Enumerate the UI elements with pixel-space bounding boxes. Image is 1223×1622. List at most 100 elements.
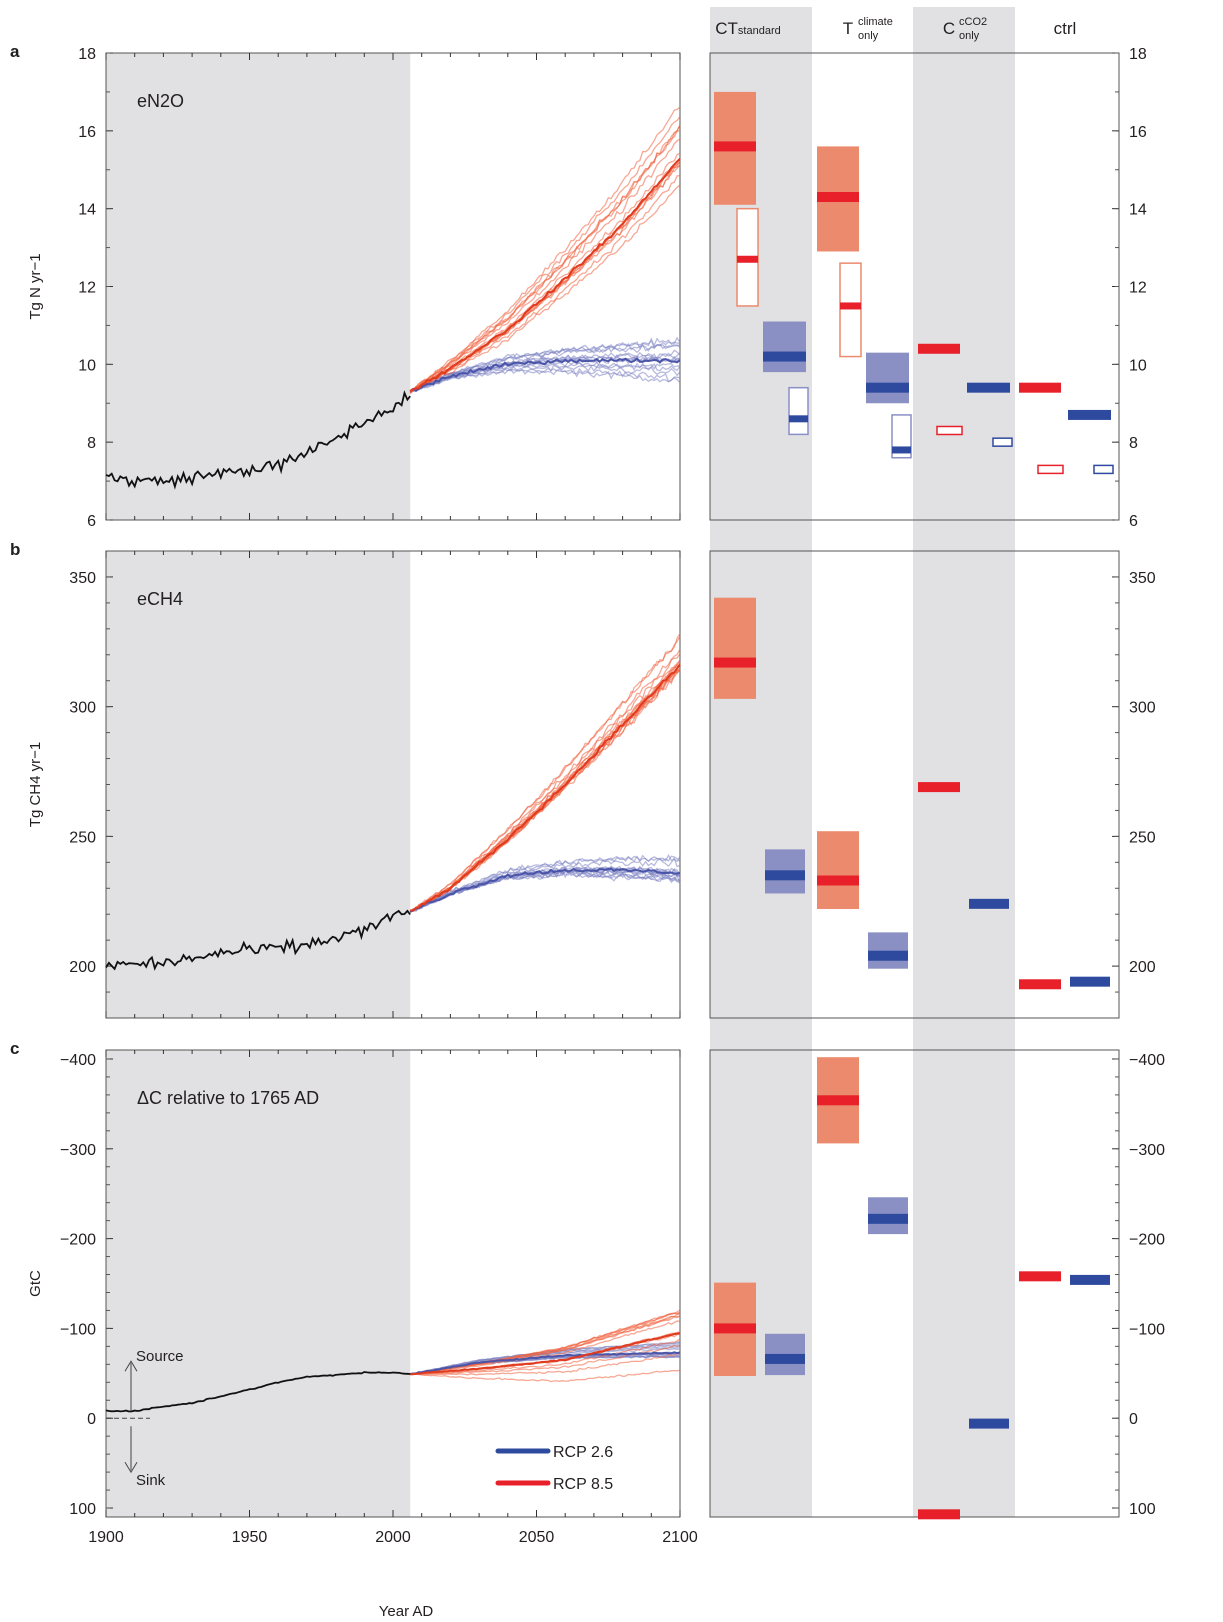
column-header-main: T (843, 19, 853, 38)
range-box (866, 352, 909, 404)
y-tick-label: 250 (69, 829, 96, 846)
historical-period-shading (106, 53, 411, 520)
scenario-bar-group (918, 1509, 960, 1520)
panel-b: b 200 200 250 250 300 300 350 350 Tg CH4 yr−1 eCH4 (10, 540, 1156, 1019)
source-label: Source (136, 1348, 184, 1365)
mean-marker (1070, 976, 1110, 987)
ensemble-member-line (410, 853, 681, 912)
y-tick-label-right: 16 (1129, 124, 1147, 141)
scenario-bar-group (788, 386, 809, 436)
scenario-bar-group (1037, 464, 1064, 475)
y-tick-label: 350 (69, 570, 96, 587)
y-tick-label-right: −200 (1129, 1232, 1165, 1249)
ensemble-member-line (409, 364, 681, 392)
x-tick-label: 2050 (519, 1529, 555, 1546)
range-box (868, 932, 908, 969)
y-tick-label-right: 250 (1129, 829, 1156, 846)
column-header: ctrl (1054, 19, 1077, 38)
rcp26-mean-line (409, 357, 681, 393)
ensemble-member-line (409, 138, 681, 393)
column-header: CTstandard (715, 19, 780, 38)
mean-marker (967, 382, 1010, 393)
y-tick-label: −100 (60, 1321, 96, 1338)
scenario-bar-group (763, 321, 806, 373)
mean-marker (892, 446, 911, 454)
ensemble-member-line (410, 1315, 681, 1376)
panel-title: eN2O (137, 91, 184, 111)
historical-line (105, 390, 411, 490)
y-tick-label-right: 200 (1129, 959, 1156, 976)
y-tick-label: 0 (87, 1411, 96, 1428)
source-arrowhead (124, 1360, 138, 1372)
scenario-bar-group (817, 831, 859, 910)
column-header-sub: standard (738, 25, 781, 37)
scenario-bar-group (1093, 464, 1114, 475)
scenario-bar-group (868, 932, 908, 969)
scenario-bar-group (1019, 382, 1061, 393)
scenario-bar-group (868, 1197, 908, 1235)
range-box (817, 831, 859, 910)
historical-period-shading (106, 1050, 411, 1517)
scenario-bar-group (714, 91, 756, 205)
y-tick-label-right: −300 (1129, 1142, 1165, 1159)
scenario-bar-group (1019, 979, 1061, 990)
mean-marker (969, 1418, 1009, 1429)
mean-marker (866, 382, 909, 393)
ensemble-member-line (410, 856, 681, 912)
sink-label: Sink (136, 1472, 166, 1489)
y-tick-label-right: 350 (1129, 570, 1156, 587)
panel-letter: b (10, 540, 20, 559)
ensemble-member-line (410, 1369, 681, 1383)
scenario-bar-group (992, 437, 1013, 447)
mean-marker (868, 1213, 908, 1224)
mean-marker (918, 343, 960, 354)
range-box-open (839, 262, 862, 358)
scenario-bar-group (714, 597, 756, 699)
ensemble-member-line (409, 184, 681, 393)
column-header-main: C (943, 19, 955, 38)
column-header-sub: only (959, 30, 980, 42)
y-tick-label: 18 (78, 46, 96, 63)
x-axis-title: Year AD (379, 1603, 434, 1620)
y-axis-title: Tg CH4 yr−1 (27, 742, 44, 827)
x-tick-label: 2000 (375, 1529, 411, 1546)
y-tick-label: 6 (87, 513, 96, 530)
scenario-bar-group (736, 207, 759, 307)
x-tick-label: 1900 (88, 1529, 124, 1546)
mean-marker (765, 870, 805, 881)
mean-marker-open (1037, 464, 1064, 475)
scenario-bar-group (866, 352, 909, 404)
scenario-bar-group (1070, 976, 1110, 987)
mean-marker (714, 141, 756, 152)
mean-marker (1068, 409, 1111, 420)
column-header-sup: climate (858, 16, 893, 28)
range-box (714, 597, 756, 699)
range-box-open (788, 386, 809, 436)
panel-letter: c (10, 1039, 19, 1058)
ensemble-member-line (410, 1320, 681, 1375)
mean-marker (765, 1353, 805, 1364)
scenario-bar-group (936, 425, 963, 436)
mean-marker (918, 782, 960, 793)
legend-label: RCP 8.5 (553, 1476, 613, 1493)
column-header: C (943, 19, 955, 38)
y-tick-label: 300 (69, 700, 96, 717)
mean-marker (840, 302, 861, 310)
scenario-column-band (913, 7, 1015, 1517)
mean-marker (969, 898, 1009, 909)
mean-marker (714, 1323, 756, 1334)
mean-marker (817, 191, 859, 202)
ensemble-member-line (409, 175, 681, 393)
y-axis-title: GtC (27, 1270, 44, 1297)
scenario-bar-group (817, 1057, 859, 1144)
ensemble-member-line (410, 1338, 681, 1375)
y-tick-label-right: −100 (1129, 1321, 1165, 1338)
x-tick-label: 2100 (662, 1529, 698, 1546)
legend: RCP 2.6 RCP 8.5 (495, 1444, 613, 1493)
mean-marker (817, 1095, 859, 1106)
y-tick-label-right: 14 (1129, 202, 1147, 219)
scenario-bar-group (839, 262, 862, 358)
y-tick-label: 12 (78, 280, 96, 297)
legend-label: RCP 2.6 (553, 1444, 613, 1461)
